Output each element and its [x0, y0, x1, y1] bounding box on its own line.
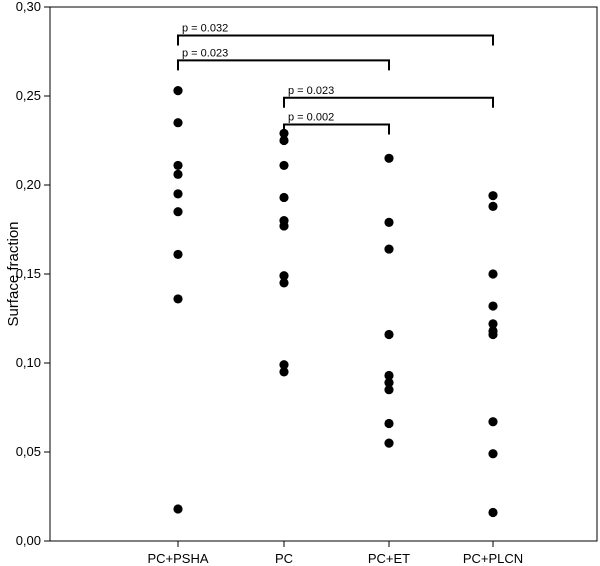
data-point — [279, 135, 289, 146]
x-axis: PC+PSHA PC PC+ET PC+PLCN — [147, 541, 523, 566]
data-point — [384, 217, 394, 227]
p-value-label: p = 0.002 — [288, 111, 334, 123]
data-point — [488, 329, 498, 340]
data-point — [279, 128, 289, 138]
y-tick-label: 0,15 — [16, 266, 41, 281]
y-axis: 0,00 0,05 0,10 0,15 0,20 0,25 0,30 — [16, 0, 50, 548]
data-point — [488, 319, 498, 329]
y-tick-label: 0,20 — [16, 177, 41, 192]
data-point — [173, 169, 183, 179]
data-point — [384, 377, 394, 388]
data-point — [173, 207, 183, 217]
x-tick-label: PC+PSHA — [147, 551, 208, 566]
data-point — [173, 160, 183, 171]
data-point — [384, 370, 394, 381]
data-point — [173, 118, 183, 128]
data-point — [173, 86, 183, 96]
data-point — [488, 301, 498, 311]
data-point — [384, 153, 394, 163]
x-tick-label: PC+PLCN — [463, 551, 523, 566]
data-point — [279, 192, 289, 203]
comparison-bracket — [283, 96, 494, 108]
data-point — [384, 385, 394, 395]
data-point — [279, 360, 289, 370]
p-value-label: p = 0.032 — [182, 22, 228, 34]
y-tick-label: 0,00 — [16, 533, 41, 548]
y-tick-label: 0,30 — [16, 0, 41, 14]
data-point — [173, 189, 183, 199]
y-tick-label: 0,10 — [16, 355, 41, 370]
x-tick-label: PC+ET — [368, 551, 410, 566]
data-point — [488, 507, 498, 518]
comparison-bracket — [177, 59, 390, 71]
data-point — [173, 504, 183, 514]
data-point — [279, 278, 289, 288]
data-point — [173, 249, 183, 260]
data-point — [384, 244, 394, 254]
x-tick-label: PC — [275, 551, 293, 566]
data-point — [173, 294, 183, 304]
data-point — [488, 449, 498, 459]
y-tick-label: 0,05 — [16, 444, 41, 459]
data-point — [279, 221, 289, 231]
comparison-bracket — [177, 34, 494, 46]
y-axis-title: Surface fraction — [5, 221, 22, 326]
data-point — [279, 271, 289, 281]
comparison-bracket — [283, 123, 390, 135]
data-points — [173, 86, 498, 518]
p-value-label: p = 0.023 — [288, 85, 334, 97]
significance-brackets: p = 0.032 p = 0.023 p = 0.023 p = 0.002 — [177, 22, 494, 135]
y-tick-label: 0,25 — [16, 88, 41, 103]
data-point — [488, 269, 498, 279]
data-point — [384, 438, 394, 448]
data-point — [488, 191, 498, 201]
data-point — [384, 329, 394, 340]
data-point — [488, 417, 498, 427]
data-point — [384, 418, 394, 429]
p-value-label: p = 0.023 — [182, 47, 228, 59]
data-point — [279, 160, 289, 171]
data-point — [488, 201, 498, 211]
data-point — [279, 367, 289, 377]
